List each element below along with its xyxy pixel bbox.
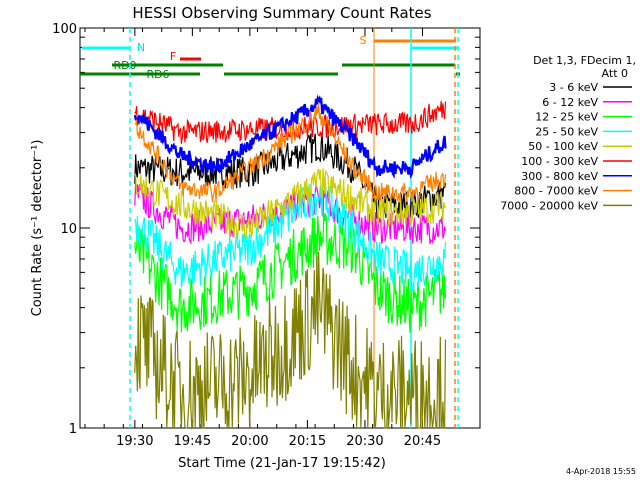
series-line-7 — [134, 103, 447, 203]
x-tick-label-5: 20:45 — [404, 434, 441, 449]
x-tick-label-1: 19:45 — [174, 434, 211, 449]
x-tick-label-4: 20:30 — [346, 434, 383, 449]
x-axis-label: Start Time (21-Jan-17 19:15:42) — [178, 456, 386, 471]
legend-label-1: 6 - 12 keV — [542, 96, 598, 109]
annotation-f: F — [170, 50, 176, 63]
legend-label-3: 25 - 50 keV — [535, 125, 598, 138]
series-line-4 — [134, 168, 447, 240]
series-line-8 — [134, 251, 447, 431]
y-axis-label: Count Rate (s⁻¹ detector⁻¹) — [30, 140, 45, 317]
y-tick-label-2: 100 — [52, 22, 77, 37]
x-tick-label-3: 20:15 — [289, 434, 326, 449]
series-line-2 — [134, 212, 447, 333]
x-tick-label-2: 20:00 — [231, 434, 268, 449]
legend-header-1: Det 1,3, FDecim 1, — [533, 54, 636, 67]
event-markers — [80, 28, 460, 428]
footer-date: 4-Apr-2018 15:55 — [566, 467, 636, 476]
legend-label-0: 3 - 6 keV — [549, 81, 598, 94]
legend-label-8: 7000 - 20000 keV — [500, 199, 598, 212]
legend-label-7: 800 - 7000 keV — [514, 185, 598, 198]
legend-label-4: 50 - 100 keV — [528, 140, 598, 153]
legend-header-2: Att 0 — [602, 67, 628, 80]
series-line-5 — [134, 100, 447, 144]
series-group — [133, 94, 447, 431]
chart-title: HESSI Observing Summary Count Rates — [132, 4, 431, 22]
y-tick-label-1: 10 — [60, 222, 77, 237]
legend-label-2: 12 - 25 keV — [535, 111, 598, 124]
legend-label-6: 300 - 800 keV — [521, 170, 598, 183]
annotation-s: S — [360, 34, 367, 47]
y-tick-label-0: 1 — [69, 422, 77, 437]
annotation-n: N — [137, 41, 145, 54]
series-line-6 — [133, 94, 447, 180]
x-tick-label-0: 19:30 — [116, 434, 153, 449]
legend-label-5: 100 - 300 keV — [521, 155, 598, 168]
